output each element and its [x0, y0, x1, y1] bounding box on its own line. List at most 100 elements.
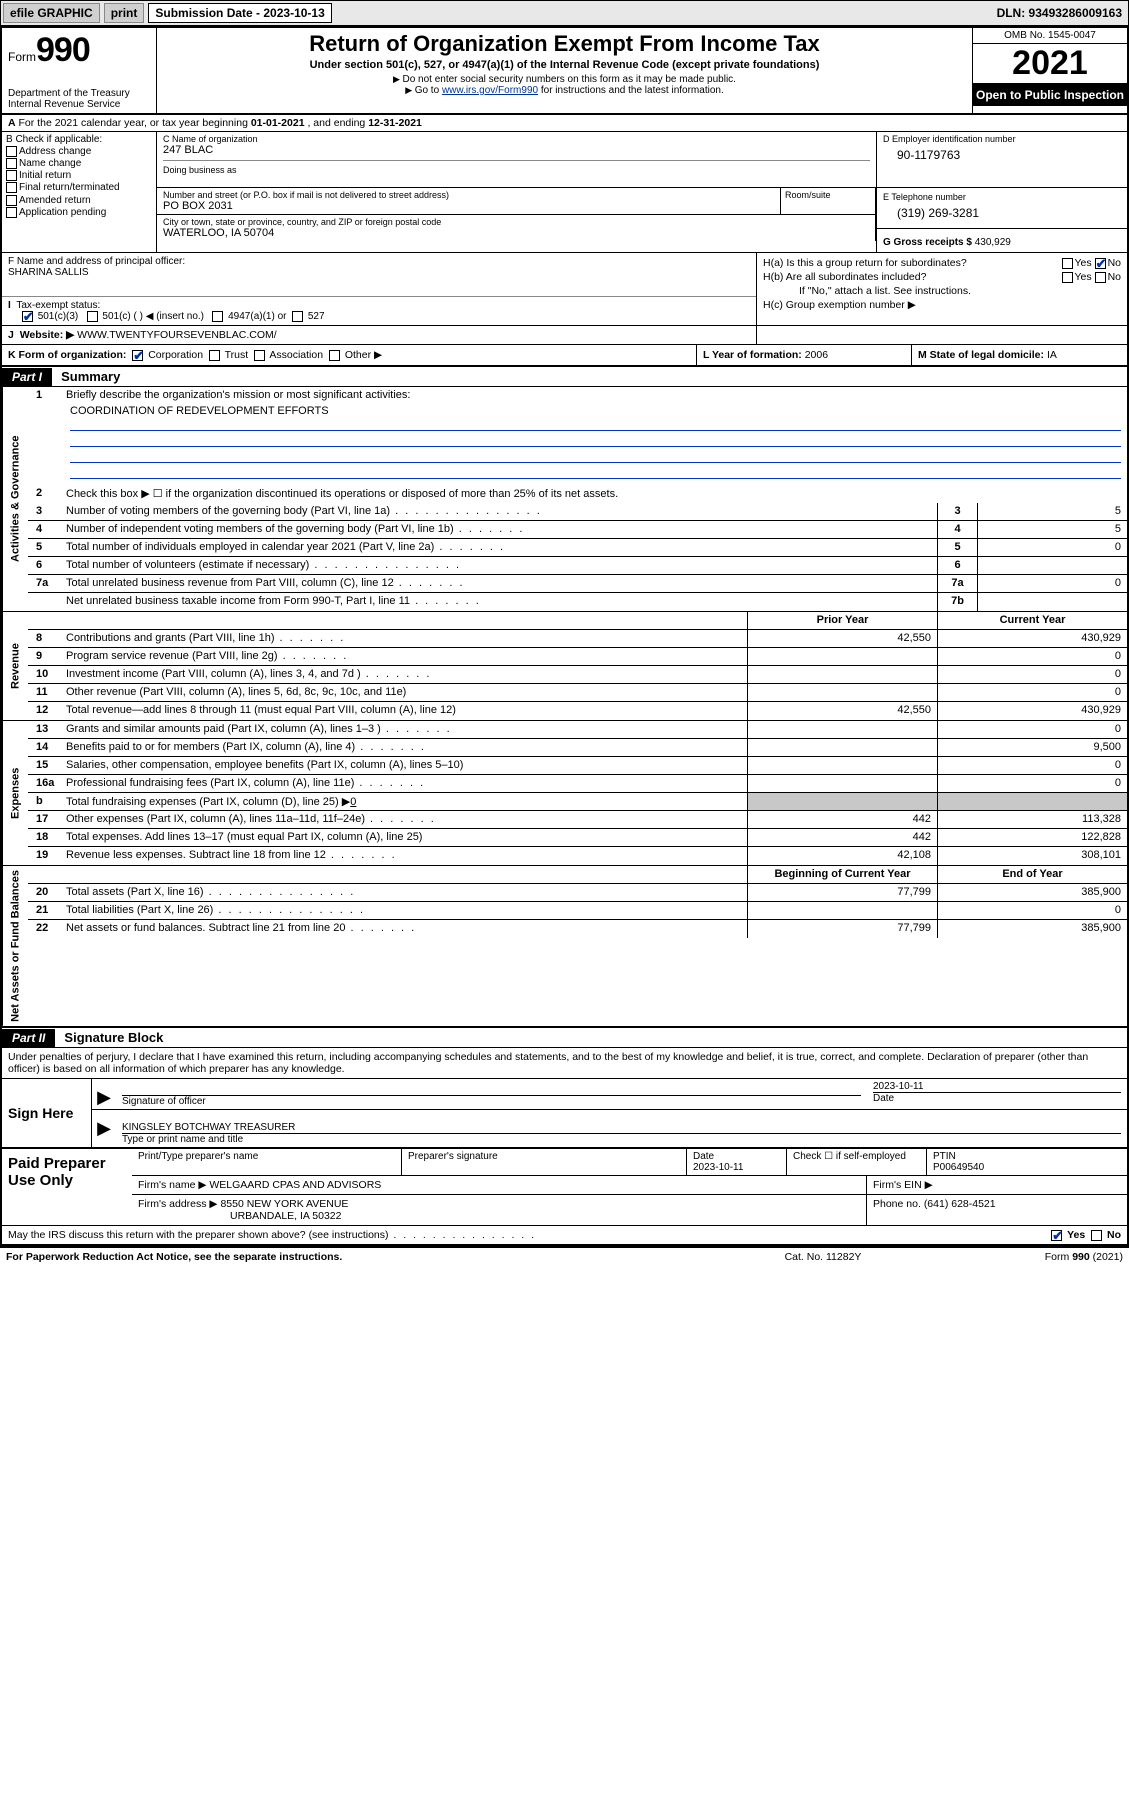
ha-yes-lbl: Yes	[1075, 257, 1092, 269]
part1-header: Part I Summary	[2, 367, 1127, 387]
submission-date: Submission Date - 2023-10-13	[148, 3, 331, 23]
dba-lbl: Doing business as	[163, 165, 870, 175]
ein-lbl: D Employer identification number	[883, 134, 1121, 144]
irs-link[interactable]: www.irs.gov/Form990	[442, 85, 538, 96]
may-yes-chk[interactable]	[1051, 1230, 1062, 1241]
prep-h2: Preparer's signature	[402, 1149, 687, 1175]
chk-corp[interactable]	[132, 350, 143, 361]
ha-no[interactable]	[1095, 258, 1106, 269]
hb-no-lbl: No	[1108, 271, 1121, 283]
print-button[interactable]: print	[104, 3, 145, 23]
arrow-icon-2: ▶	[92, 1110, 116, 1147]
val7b	[977, 593, 1127, 611]
line20: Total assets (Part X, line 16)	[62, 884, 747, 901]
col-f: F Name and address of principal officer:…	[2, 253, 757, 325]
chk-pending-lbl: Application pending	[19, 207, 106, 218]
c14: 9,500	[937, 739, 1127, 756]
chk-527[interactable]	[292, 311, 303, 322]
p10	[747, 666, 937, 683]
city-lbl: City or town, state or province, country…	[163, 217, 869, 227]
row-a-mid: , and ending	[307, 117, 368, 129]
line11: Other revenue (Part VIII, column (A), li…	[62, 684, 747, 701]
hb-yes[interactable]	[1062, 272, 1073, 283]
chk-name-change[interactable]: Name change	[6, 158, 152, 169]
tax-year: 2021	[973, 44, 1127, 84]
prep-h3: Date	[693, 1151, 714, 1162]
firm-addr1: 8550 NEW YORK AVENUE	[220, 1198, 348, 1210]
chk-assoc[interactable]	[254, 350, 265, 361]
line5: Total number of individuals employed in …	[62, 539, 937, 556]
opt-527: 527	[308, 311, 325, 322]
hdr-curr: Current Year	[937, 612, 1127, 629]
chk-initial[interactable]: Initial return	[6, 170, 152, 181]
tab-net: Net Assets or Fund Balances	[2, 866, 28, 1026]
part1-badge: Part I	[2, 368, 52, 386]
c17: 113,328	[937, 811, 1127, 828]
sign-block: Sign Here ▶ Signature of officer 2023-10…	[2, 1079, 1127, 1149]
expenses-section: Expenses 13Grants and similar amounts pa…	[2, 721, 1127, 866]
p19: 42,108	[747, 847, 937, 865]
firm-val: WELGAARD CPAS AND ADVISORS	[209, 1179, 381, 1191]
addr-lbl: Number and street (or P.O. box if mail i…	[163, 190, 774, 200]
phone-lbl: Phone no.	[873, 1198, 921, 1210]
line13: Grants and similar amounts paid (Part IX…	[62, 721, 747, 738]
chk-trust[interactable]	[209, 350, 220, 361]
opt-501c3: 501(c)(3)	[38, 311, 79, 322]
top-bar: efile GRAPHIC print Submission Date - 20…	[0, 0, 1129, 26]
part1-title: Summary	[55, 367, 126, 386]
chk-name-change-lbl: Name change	[19, 158, 81, 169]
phone-val: (641) 628-4521	[924, 1198, 996, 1210]
chk-amended[interactable]: Amended return	[6, 195, 152, 206]
prep-h5-val: P00649540	[933, 1162, 984, 1173]
addr-val: PO BOX 2031	[163, 200, 774, 212]
mission-text: COORDINATION OF REDEVELOPMENT EFFORTS	[28, 405, 1127, 417]
chk-501c[interactable]	[87, 311, 98, 322]
opt-501c: 501(c) ( ) ◀ (insert no.)	[102, 311, 204, 322]
chk-pending[interactable]: Application pending	[6, 207, 152, 218]
hdr-end: End of Year	[937, 866, 1127, 883]
hb-note: If "No," attach a list. See instructions…	[763, 285, 1121, 297]
chk-addr-change[interactable]: Address change	[6, 146, 152, 157]
val5: 0	[977, 539, 1127, 556]
line4: Number of independent voting members of …	[62, 521, 937, 538]
may-yes: Yes	[1067, 1229, 1085, 1241]
c19: 308,101	[937, 847, 1127, 865]
chk-other[interactable]	[329, 350, 340, 361]
val6	[977, 557, 1127, 574]
note2-post: for instructions and the latest informat…	[538, 85, 724, 96]
tab-revenue: Revenue	[2, 612, 28, 720]
line21: Total liabilities (Part X, line 26)	[62, 902, 747, 919]
hb-no[interactable]	[1095, 272, 1106, 283]
hb-yes-lbl: Yes	[1075, 271, 1092, 283]
form-number: 990	[36, 31, 90, 70]
chk-501c3[interactable]	[22, 311, 33, 322]
note-ssn: Do not enter social security numbers on …	[163, 74, 966, 85]
chk-4947[interactable]	[212, 311, 223, 322]
val3: 5	[977, 503, 1127, 520]
p13	[747, 721, 937, 738]
dept-label: Department of the Treasury	[8, 88, 150, 99]
hdr-prior: Prior Year	[747, 612, 937, 629]
c15: 0	[937, 757, 1127, 774]
ha-yes[interactable]	[1062, 258, 1073, 269]
opt-corp: Corporation	[148, 349, 203, 361]
ha-no-lbl: No	[1108, 257, 1121, 269]
chk-final[interactable]: Final return/terminated	[6, 182, 152, 193]
line18: Total expenses. Add lines 13–17 (must eq…	[62, 829, 747, 846]
may-no: No	[1107, 1229, 1121, 1241]
line8: Contributions and grants (Part VIII, lin…	[62, 630, 747, 647]
c21: 0	[937, 902, 1127, 919]
room-lbl: Room/suite	[781, 188, 876, 214]
may-no-chk[interactable]	[1091, 1230, 1102, 1241]
opt-trust: Trust	[225, 349, 249, 361]
tab-expenses: Expenses	[2, 721, 28, 865]
c8: 430,929	[937, 630, 1127, 647]
line15: Salaries, other compensation, employee b…	[62, 757, 747, 774]
k-lbl: K Form of organization:	[8, 349, 126, 361]
open-public-badge: Open to Public Inspection	[973, 84, 1127, 106]
ein-val: 90-1179763	[883, 144, 1121, 166]
sign-here-label: Sign Here	[2, 1079, 92, 1147]
p12: 42,550	[747, 702, 937, 720]
col-b: B Check if applicable: Address change Na…	[2, 132, 157, 252]
form-word: Form	[8, 50, 36, 64]
